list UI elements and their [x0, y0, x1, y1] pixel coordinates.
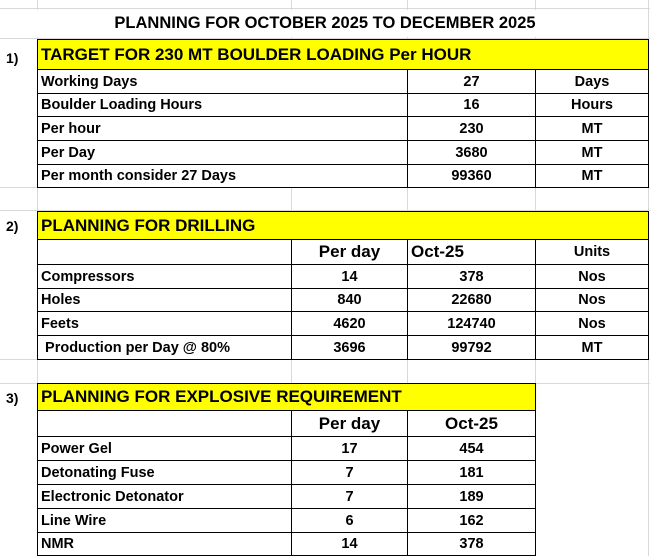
row-unit: Nos: [535, 264, 649, 289]
row-label: Per month consider 27 Days: [37, 164, 408, 188]
row-per-day: 14: [291, 264, 408, 289]
row-value: 230: [407, 116, 536, 141]
column-header-units: Units: [535, 239, 649, 265]
row-month: 124740: [407, 311, 536, 336]
row-label: Line Wire: [37, 508, 292, 533]
section-3-heading: PLANNING FOR EXPLOSIVE REQUIREMENT: [37, 383, 536, 411]
row-label: Boulder Loading Hours: [37, 93, 408, 117]
section-1-heading: TARGET FOR 230 MT BOULDER LOADING Per HO…: [37, 39, 649, 70]
row-month: 181: [407, 460, 536, 485]
row-month: 99792: [407, 335, 536, 360]
row-label: Power Gel: [37, 436, 292, 461]
row-label: Feets: [37, 311, 292, 336]
row-month: 378: [407, 264, 536, 289]
header-blank: [37, 410, 292, 437]
row-per-day: 840: [291, 288, 408, 312]
row-unit: MT: [535, 140, 649, 165]
row-label: Working Days: [37, 69, 408, 94]
row-per-day: 14: [291, 532, 408, 556]
column-header-month: Oct-25: [407, 239, 536, 265]
section-1-number: 1): [6, 50, 19, 66]
row-per-day: 7: [291, 484, 408, 509]
row-unit: Nos: [535, 288, 649, 312]
row-value: 3680: [407, 140, 536, 165]
row-label: Production per Day @ 80%: [37, 335, 292, 360]
grid-row-line: [0, 8, 650, 9]
row-per-day: 7: [291, 460, 408, 485]
section-2-heading: PLANNING FOR DRILLING: [37, 211, 649, 240]
header-blank: [37, 239, 292, 265]
row-per-day: 6: [291, 508, 408, 533]
row-unit: MT: [535, 116, 649, 141]
row-unit: Days: [535, 69, 649, 94]
row-unit: Nos: [535, 311, 649, 336]
row-label: Compressors: [37, 264, 292, 289]
row-label: Detonating Fuse: [37, 460, 292, 485]
row-per-day: 17: [291, 436, 408, 461]
row-month: 189: [407, 484, 536, 509]
section-2-number: 2): [6, 218, 19, 234]
row-value: 27: [407, 69, 536, 94]
row-month: 454: [407, 436, 536, 461]
column-header-per-day: Per day: [291, 410, 408, 437]
column-header-per-day: Per day: [291, 239, 408, 265]
row-value: 16: [407, 93, 536, 117]
row-label: Electronic Detonator: [37, 484, 292, 509]
row-unit: Hours: [535, 93, 649, 117]
grid-row-line: [0, 210, 650, 211]
row-label: Per hour: [37, 116, 408, 141]
row-per-day: 3696: [291, 335, 408, 360]
row-per-day: 4620: [291, 311, 408, 336]
section-3-number: 3): [6, 390, 19, 406]
row-unit: MT: [535, 335, 649, 360]
page-title: PLANNING FOR OCTOBER 2025 TO DECEMBER 20…: [2, 10, 648, 37]
row-unit: MT: [535, 164, 649, 188]
row-label: NMR: [37, 532, 292, 556]
row-label: Per Day: [37, 140, 408, 165]
grid-row-line: [0, 38, 650, 39]
column-header-month: Oct-25: [407, 410, 536, 437]
row-month: 162: [407, 508, 536, 533]
row-month: 378: [407, 532, 536, 556]
row-value: 99360: [407, 164, 536, 188]
row-month: 22680: [407, 288, 536, 312]
row-label: Holes: [37, 288, 292, 312]
